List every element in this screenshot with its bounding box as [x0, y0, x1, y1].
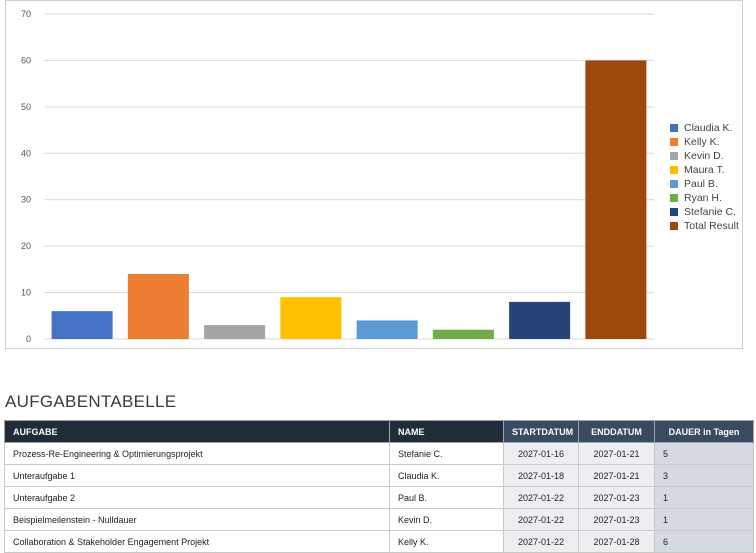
legend-item: Ryan H. [670, 191, 739, 205]
duration-cell[interactable]: 6 [654, 530, 754, 553]
legend-label: Claudia K. [684, 122, 733, 134]
bar-chart: 0 10 20 30 40 50 60 70 [21, 9, 654, 344]
legend-swatch [670, 194, 678, 202]
legend-swatch [670, 208, 678, 216]
name-cell[interactable]: Stefanie C. [389, 442, 504, 465]
legend-label: Total Result [684, 220, 739, 232]
bar [432, 329, 494, 339]
y-tick-label: 50 [21, 102, 31, 112]
column-header-start[interactable]: STARTDATUM [503, 420, 579, 443]
legend-label: Ryan H. [684, 192, 722, 204]
task-cell[interactable]: Unteraufgabe 1 [4, 464, 390, 487]
table-row: Unteraufgabe 1 Claudia K. 2027-01-18 202… [4, 464, 754, 487]
y-tick-label: 10 [21, 288, 31, 298]
task-cell[interactable]: Collaboration & Stakeholder Engagement P… [4, 530, 390, 553]
bar [204, 325, 266, 339]
bar [280, 297, 342, 339]
table-row: Beispielmeilenstein - Nulldauer Kevin D.… [4, 508, 754, 531]
legend-item: Paul B. [670, 177, 739, 191]
legend-item: Total Result [670, 219, 739, 233]
bar [51, 311, 113, 339]
legend-label: Kelly K. [684, 136, 720, 148]
start-date-cell[interactable]: 2027-01-16 [503, 442, 579, 465]
y-tick-label: 60 [21, 55, 31, 65]
bar [509, 301, 571, 339]
bar [356, 320, 418, 339]
task-cell[interactable]: Prozess-Re-Engineering & Optimierungspro… [4, 442, 390, 465]
duration-cell[interactable]: 5 [654, 442, 754, 465]
legend-swatch [670, 138, 678, 146]
legend-swatch [670, 180, 678, 188]
legend-swatch [670, 124, 678, 132]
y-tick-label: 20 [21, 241, 31, 251]
task-cell[interactable]: Unteraufgabe 2 [4, 486, 390, 509]
legend-label: Paul B. [684, 178, 718, 190]
legend-label: Maura T. [684, 164, 725, 176]
column-header-end[interactable]: ENDDATUM [578, 420, 655, 443]
duration-cell[interactable]: 3 [654, 464, 754, 487]
legend-label: Stefanie C. [684, 206, 736, 218]
start-date-cell[interactable]: 2027-01-22 [503, 508, 579, 531]
legend-item: Kelly K. [670, 135, 739, 149]
chart-panel: 0 10 20 30 40 50 60 70 Claudia K. Kelly K. Kevi… [5, 0, 743, 349]
task-cell[interactable]: Beispielmeilenstein - Nulldauer [4, 508, 390, 531]
legend-swatch [670, 166, 678, 174]
bar [127, 274, 189, 339]
legend-item: Stefanie C. [670, 205, 739, 219]
end-date-cell[interactable]: 2027-01-23 [578, 486, 655, 509]
table-row: Unteraufgabe 2 Paul B. 2027-01-22 2027-0… [4, 486, 754, 509]
end-date-cell[interactable]: 2027-01-21 [578, 442, 655, 465]
table-row: Collaboration & Stakeholder Engagement P… [4, 530, 754, 553]
end-date-cell[interactable]: 2027-01-28 [578, 530, 655, 553]
table-row: Prozess-Re-Engineering & Optimierungspro… [4, 442, 754, 465]
name-cell[interactable]: Paul B. [389, 486, 504, 509]
legend-label: Kevin D. [684, 150, 724, 162]
y-tick-label: 70 [21, 9, 31, 19]
legend-item: Kevin D. [670, 149, 739, 163]
legend-item: Claudia K. [670, 121, 739, 135]
column-header-duration[interactable]: DAUER in Tagen [654, 420, 754, 443]
y-tick-label: 40 [21, 148, 31, 158]
task-table: AUFGABE NAME STARTDATUM ENDDATUM DAUER i… [4, 420, 754, 553]
start-date-cell[interactable]: 2027-01-18 [503, 464, 579, 487]
legend-swatch [670, 152, 678, 160]
end-date-cell[interactable]: 2027-01-21 [578, 464, 655, 487]
section-title: AUFGABENTABELLE [5, 392, 177, 411]
table-header-row: AUFGABE NAME STARTDATUM ENDDATUM DAUER i… [4, 420, 754, 443]
column-header-name[interactable]: NAME [389, 420, 504, 443]
name-cell[interactable]: Claudia K. [389, 464, 504, 487]
y-tick-label: 0 [26, 334, 31, 344]
name-cell[interactable]: Kevin D. [389, 508, 504, 531]
start-date-cell[interactable]: 2027-01-22 [503, 530, 579, 553]
duration-cell[interactable]: 1 [654, 508, 754, 531]
legend-swatch [670, 222, 678, 230]
chart-legend: Claudia K. Kelly K. Kevin D. Maura T. Pa… [670, 121, 739, 233]
start-date-cell[interactable]: 2027-01-22 [503, 486, 579, 509]
legend-item: Maura T. [670, 163, 739, 177]
name-cell[interactable]: Kelly K. [389, 530, 504, 553]
end-date-cell[interactable]: 2027-01-23 [578, 508, 655, 531]
duration-cell[interactable]: 1 [654, 486, 754, 509]
bar [585, 60, 647, 340]
column-header-task[interactable]: AUFGABE [4, 420, 390, 443]
y-tick-label: 30 [21, 195, 31, 205]
